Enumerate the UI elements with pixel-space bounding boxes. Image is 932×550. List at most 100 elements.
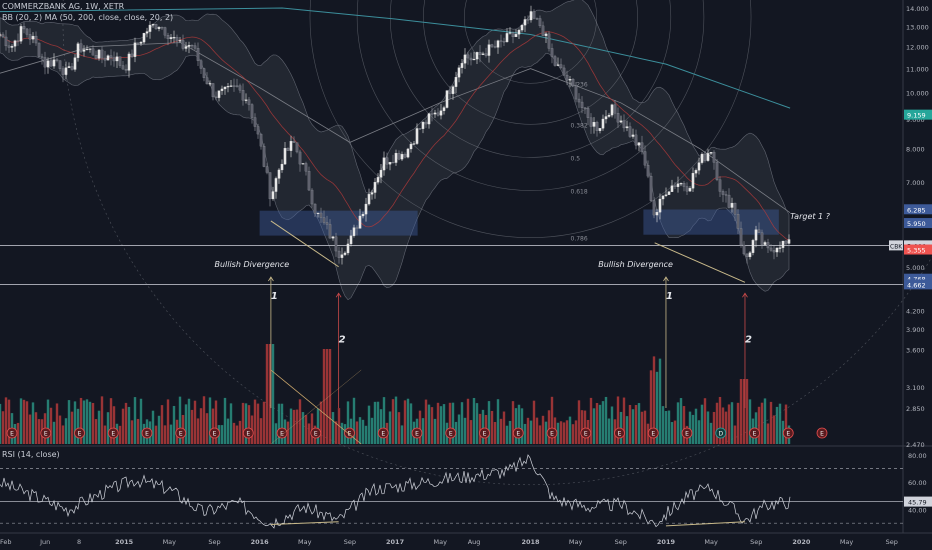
candle: [487, 44, 491, 56]
volume-bar: [100, 396, 104, 444]
price-tag-label: 4.662: [907, 281, 926, 289]
volume-bar: [487, 401, 491, 444]
candle: [160, 27, 164, 29]
candle: [781, 240, 785, 248]
candle: [664, 194, 668, 196]
volume-bar: [457, 414, 461, 444]
volume-bar: [541, 415, 545, 444]
event-badge: [614, 427, 625, 439]
volume-bar: [535, 417, 539, 444]
volume-bar: [682, 406, 686, 444]
candle: [769, 247, 773, 251]
volume-bar: [157, 415, 161, 444]
event-badge-label: E: [449, 431, 453, 438]
candle: [109, 55, 113, 58]
candle: [280, 163, 284, 171]
price-tag: [904, 279, 932, 290]
candle: [7, 45, 11, 48]
volume-bar: [316, 408, 320, 444]
candle: [634, 134, 638, 146]
volume-bar: [397, 412, 401, 444]
volume-bar: [121, 408, 125, 444]
volume-bar: [139, 398, 143, 444]
candle: [1, 34, 5, 38]
candle: [247, 99, 251, 105]
volume-bar: [709, 422, 713, 444]
candle: [307, 171, 311, 191]
candle: [184, 46, 188, 49]
annotation-text: Bullish Divergence: [214, 260, 289, 269]
event-badge-label: E: [584, 431, 588, 438]
volume-bar: [496, 399, 500, 444]
event-badge: [445, 427, 457, 439]
volume-bar: [700, 404, 704, 444]
volume-bar: [466, 398, 470, 444]
candle: [748, 252, 752, 258]
divergence-arrowhead: [335, 292, 342, 298]
volume-bar: [583, 410, 587, 444]
candle: [415, 128, 419, 144]
candle: [364, 203, 368, 215]
candle: [226, 86, 230, 88]
volume-bar: [106, 412, 110, 444]
volume-bar: [1, 411, 5, 444]
candle: [469, 57, 473, 61]
resistance-box: [259, 210, 418, 236]
rsi-tick-label: 80.00: [908, 452, 927, 460]
event-badge: [546, 427, 558, 439]
candle: [460, 63, 464, 68]
volume-bar: [550, 396, 554, 444]
candle: [355, 227, 359, 229]
time-tick-label: Sep: [344, 538, 356, 546]
volume-bar: [625, 416, 629, 444]
volume-bar: [196, 418, 200, 444]
volume-bar: [67, 400, 71, 444]
volume-bar: [472, 397, 476, 444]
event-badge: [107, 427, 119, 439]
event-badge: [715, 427, 727, 439]
volume-bar: [163, 425, 167, 444]
candle: [223, 86, 227, 90]
volume-bar: [763, 398, 767, 444]
candle: [457, 67, 461, 78]
candle: [136, 42, 140, 44]
volume-bar: [742, 379, 746, 444]
event-badge-label: D: [718, 431, 723, 438]
fib-label: 0.236: [571, 81, 588, 88]
candle: [274, 178, 278, 192]
candle: [787, 239, 791, 244]
candle: [238, 85, 242, 91]
candle: [202, 68, 206, 78]
candle: [70, 66, 74, 70]
volume-bar: [169, 424, 173, 444]
candle: [559, 64, 563, 69]
volume-bar: [304, 415, 308, 444]
volume-bar: [391, 399, 395, 444]
candle: [256, 126, 260, 135]
event-badge: [209, 427, 220, 439]
candle: [439, 110, 443, 116]
candle: [463, 54, 467, 64]
volume-bar: [109, 398, 113, 444]
volume-bar: [277, 403, 281, 444]
volume-bar: [463, 417, 467, 444]
divergence-line: [270, 220, 339, 268]
candle: [592, 121, 596, 127]
volume-bar: [511, 401, 515, 444]
candle: [262, 146, 266, 167]
volume-bar: [298, 399, 302, 444]
candle: [199, 60, 203, 69]
volume-bar: [127, 406, 131, 444]
candle: [706, 153, 710, 161]
rsi-value-tag: [904, 496, 932, 507]
fib-arc: [423, 0, 638, 125]
volume-bar: [643, 410, 647, 444]
candle: [394, 153, 398, 163]
candle: [655, 212, 659, 216]
volume-bar: [49, 407, 53, 444]
candle: [331, 236, 335, 239]
volume-bar: [280, 403, 284, 444]
volume-bar: [637, 403, 641, 444]
candle: [352, 227, 356, 236]
